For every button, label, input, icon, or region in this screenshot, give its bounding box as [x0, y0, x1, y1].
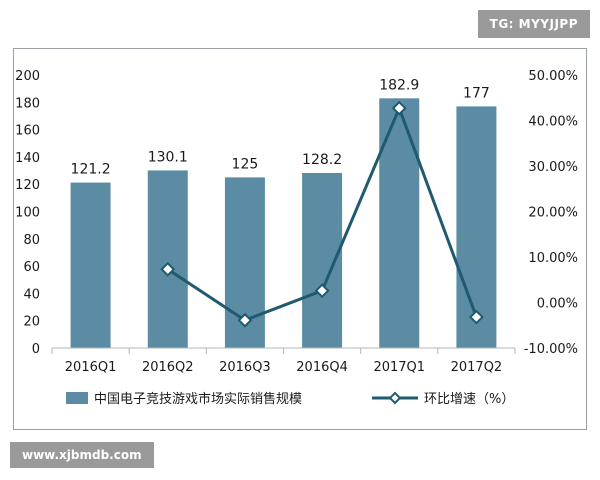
line-point — [237, 312, 253, 328]
right-tick-label: 20.00% — [528, 206, 578, 221]
bar-data-label: 177 — [463, 85, 490, 101]
bar — [456, 106, 497, 349]
line-point — [469, 309, 484, 325]
watermark-top-right: TG: MYYJJPP — [477, 10, 590, 38]
left-axis-ticks: 0 20 40 60 80 100 120 140 160 180 200 — [15, 69, 40, 357]
bar-series — [70, 98, 497, 349]
bar-data-label: 130.1 — [148, 149, 188, 165]
bar — [70, 182, 111, 348]
bar-data-labels: 121.2 130.1 125 128.2 182.9 177 — [71, 77, 490, 177]
legend-swatch-bar — [66, 392, 88, 404]
x-tick-label: 2017Q1 — [373, 360, 425, 375]
bar-data-label: 125 — [232, 156, 259, 172]
left-tick-label: 60 — [23, 260, 40, 275]
line-series — [160, 100, 484, 328]
bar-data-label: 121.2 — [71, 162, 111, 178]
x-tick-label: 2016Q4 — [296, 360, 348, 375]
right-tick-label: 10.00% — [528, 251, 578, 266]
line-point — [391, 100, 407, 116]
left-tick-label: 160 — [15, 124, 40, 139]
bar — [379, 98, 420, 349]
line-point — [314, 283, 330, 299]
legend: 中国电子竞技游戏市场实际销售规模 环比增速（%） — [66, 391, 514, 407]
bar-data-label: 182.9 — [379, 77, 419, 93]
right-tick-label: 30.00% — [528, 160, 578, 175]
left-tick-label: 0 — [32, 342, 40, 357]
left-tick-label: 80 — [23, 233, 40, 248]
line-point — [160, 261, 176, 277]
legend-label-line: 环比增速（%） — [424, 392, 514, 407]
x-axis — [51, 347, 516, 354]
x-tick-label: 2016Q2 — [142, 360, 194, 375]
left-tick-label: 20 — [23, 315, 40, 330]
left-tick-label: 100 — [15, 206, 40, 221]
right-tick-label: 40.00% — [528, 115, 578, 130]
left-tick-label: 180 — [15, 96, 40, 111]
bar — [147, 170, 188, 348]
legend-label-bar: 中国电子竞技游戏市场实际销售规模 — [94, 391, 302, 407]
x-tick-label: 2016Q3 — [219, 360, 271, 375]
left-tick-label: 200 — [15, 69, 40, 84]
left-tick-label: 40 — [23, 287, 40, 302]
right-axis-ticks: -10.00% 0.00% 10.00% 20.00% 30.00% 40.00% 50.0… — [524, 69, 578, 357]
legend-marker-line — [388, 391, 402, 405]
bar-data-label: 128.2 — [302, 152, 342, 168]
left-tick-label: 120 — [15, 178, 40, 193]
right-tick-label: -10.00% — [524, 342, 578, 357]
x-axis-labels: 2016Q1 2016Q2 2016Q3 2016Q4 2017Q1 2017Q2 — [65, 360, 502, 375]
right-tick-label: 50.00% — [528, 69, 578, 84]
x-tick-label: 2017Q2 — [451, 360, 503, 375]
x-tick-label: 2016Q1 — [65, 360, 117, 375]
watermark-bottom-left: www.xjbmdb.com — [10, 442, 154, 468]
right-tick-label: 0.00% — [537, 297, 578, 312]
left-tick-label: 140 — [15, 151, 40, 166]
